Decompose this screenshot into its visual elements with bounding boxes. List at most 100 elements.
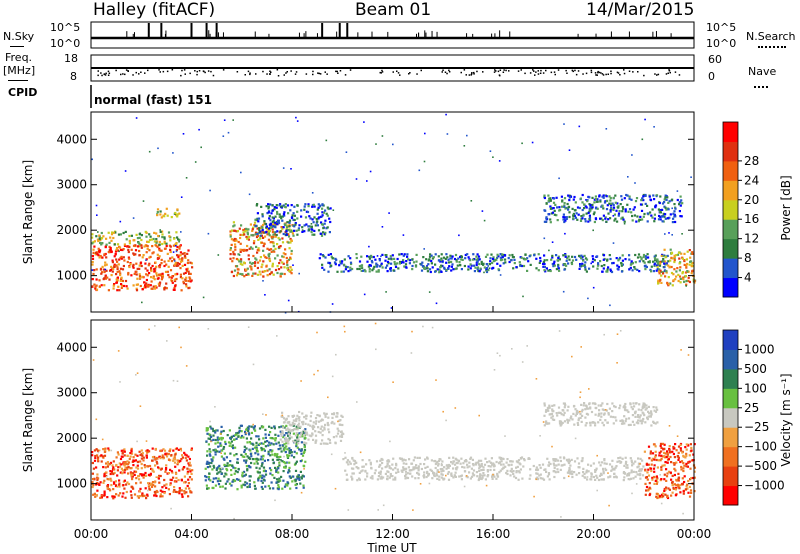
power-cell: [118, 250, 120, 253]
velocity-cell: [613, 405, 616, 408]
power-cell: [394, 263, 397, 266]
velocity-cell: [649, 415, 652, 418]
power-cell: [186, 267, 189, 270]
velocity-cell: [559, 468, 562, 471]
power-cell: [140, 264, 143, 268]
velocity-cell: [279, 447, 282, 450]
velocity-cell: [426, 456, 429, 459]
power-cell: [290, 268, 293, 271]
power-cell: [373, 265, 376, 268]
velocity-cell: [106, 465, 109, 468]
velocity-cell: [648, 412, 651, 415]
velocity-cell: [253, 462, 256, 465]
power-cell: [317, 203, 320, 206]
velocity-cell: [91, 451, 94, 454]
power-cell: [661, 271, 665, 274]
power-cell: [376, 255, 379, 257]
power-cell: [360, 255, 363, 258]
velocity-cell: [663, 447, 666, 450]
power-cell: [588, 196, 591, 199]
power-cell: [671, 257, 674, 260]
power-cell: [146, 274, 149, 277]
velocity-cell: [452, 460, 455, 463]
velocity-cell: [684, 488, 687, 491]
power-cell: [141, 275, 144, 278]
power-cell: [256, 227, 259, 230]
velocity-cell: [452, 467, 455, 470]
velocity-cell: [285, 437, 288, 440]
power-cell: [133, 272, 136, 275]
power-cell: [679, 215, 682, 218]
power-cell: [179, 260, 183, 263]
velocity-cell: [358, 478, 361, 481]
velocity-cell: [656, 466, 659, 469]
velocity-cell: [523, 459, 526, 462]
velocity-cell: [245, 482, 249, 485]
velocity-cell: [589, 424, 592, 427]
velocity-cell: [646, 478, 649, 481]
velocity-cell: [661, 442, 665, 445]
velocity-cell: [392, 468, 395, 471]
velocity-cell: [226, 462, 229, 465]
power-cell: [578, 267, 581, 270]
power-cell: [580, 256, 583, 259]
power-cell: [381, 135, 384, 137]
velocity-cell: [671, 491, 674, 494]
nave-dot: [416, 73, 418, 75]
velocity-cell: [154, 485, 157, 488]
power-cell: [104, 275, 107, 278]
power-cell: [303, 230, 306, 233]
power-cell: [270, 236, 273, 239]
velocity-cell: [339, 439, 343, 442]
nave-dot: [120, 73, 122, 76]
power-cell: [581, 262, 584, 265]
power-cell: [267, 203, 270, 206]
velocity-cell: [430, 469, 433, 472]
velocity-cell: [637, 462, 640, 465]
velocity-cell: [644, 421, 647, 424]
velocity-cell: [624, 456, 627, 459]
power-cell: [266, 274, 269, 277]
velocity-cell: [607, 412, 610, 415]
velocity-cell: [404, 470, 408, 473]
power-cell: [609, 217, 612, 220]
velocity-cell: [406, 472, 409, 475]
power-cell: [334, 263, 337, 266]
power-cell: [601, 195, 604, 198]
velocity-cell: [691, 476, 694, 480]
nave-dot: [553, 71, 556, 73]
velocity-cell: [440, 464, 443, 467]
power-cell: [241, 263, 244, 266]
power-cell: [507, 257, 510, 260]
power-cell: [605, 128, 608, 130]
power-cell: [355, 253, 358, 256]
power-cell: [101, 242, 104, 245]
power-cell: [260, 241, 263, 244]
velocity-cell: [279, 455, 282, 458]
velocity-cell: [331, 412, 334, 416]
power-cell: [281, 241, 285, 244]
power-cell: [287, 212, 290, 215]
power-cell: [449, 254, 452, 257]
power-cell: [261, 229, 264, 232]
power-cell: [662, 212, 665, 215]
power-cell: [639, 203, 643, 206]
velocity-cell: [145, 497, 148, 500]
velocity-cell: [466, 466, 469, 469]
velocity-cell: [261, 474, 264, 477]
power-cell: [127, 273, 130, 276]
power-cell: [308, 215, 311, 218]
velocity-cell: [358, 471, 361, 474]
power-cell: [251, 229, 254, 232]
power-cell: [330, 255, 333, 258]
power-cell: [455, 260, 458, 263]
velocity-cell: [505, 471, 508, 475]
velocity-cell: [129, 452, 132, 455]
velocity-cell: [209, 479, 212, 482]
power-cell: [667, 283, 670, 286]
power-cell: [121, 248, 124, 252]
nave-dot: [100, 72, 102, 74]
power-cell: [268, 259, 272, 263]
velocity-cell: [221, 437, 224, 440]
velocity-cell: [347, 463, 350, 466]
